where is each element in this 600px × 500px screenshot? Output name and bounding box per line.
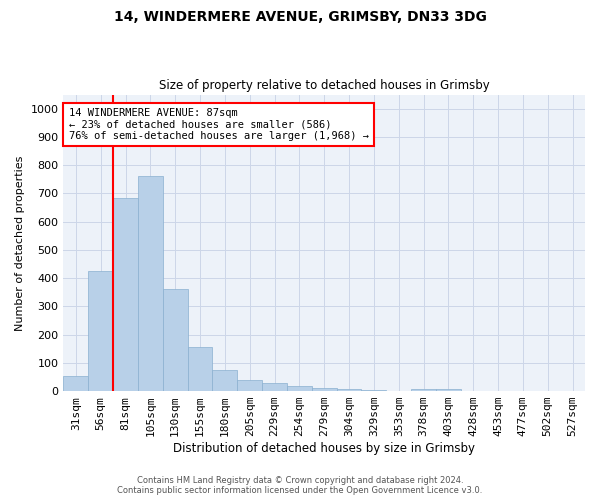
Bar — [138, 176, 163, 391]
Bar — [64, 376, 88, 391]
Bar — [361, 390, 386, 391]
Bar — [188, 348, 212, 391]
Text: 14, WINDERMERE AVENUE, GRIMSBY, DN33 3DG: 14, WINDERMERE AVENUE, GRIMSBY, DN33 3DG — [113, 10, 487, 24]
Bar — [411, 389, 436, 391]
Bar — [436, 389, 461, 391]
Title: Size of property relative to detached houses in Grimsby: Size of property relative to detached ho… — [159, 79, 490, 92]
Bar — [312, 388, 337, 391]
Bar — [287, 386, 312, 391]
X-axis label: Distribution of detached houses by size in Grimsby: Distribution of detached houses by size … — [173, 442, 475, 455]
Bar — [113, 198, 138, 391]
Bar — [262, 384, 287, 391]
Bar — [163, 289, 188, 391]
Bar — [88, 272, 113, 391]
Bar — [337, 389, 361, 391]
Text: 14 WINDERMERE AVENUE: 87sqm
← 23% of detached houses are smaller (586)
76% of se: 14 WINDERMERE AVENUE: 87sqm ← 23% of det… — [68, 108, 368, 141]
Bar — [212, 370, 237, 391]
Y-axis label: Number of detached properties: Number of detached properties — [15, 155, 25, 330]
Bar — [237, 380, 262, 391]
Text: Contains HM Land Registry data © Crown copyright and database right 2024.
Contai: Contains HM Land Registry data © Crown c… — [118, 476, 482, 495]
